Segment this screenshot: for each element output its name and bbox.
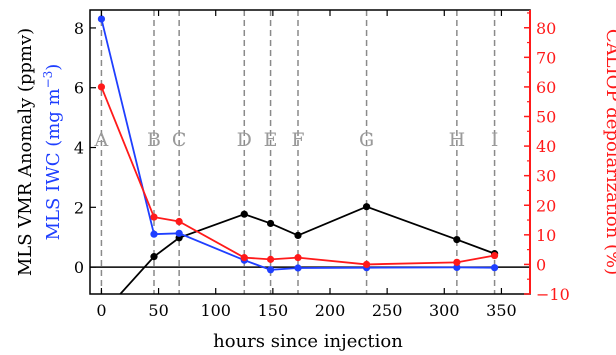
left-y-tick-label: 0 bbox=[74, 258, 84, 277]
right-y-tick-label: −10 bbox=[536, 285, 570, 304]
event-label: B bbox=[147, 129, 161, 151]
left-axis-title-vmr: MLS VMR Anomaly (ppmv) bbox=[15, 28, 36, 276]
series-point-0 bbox=[362, 203, 371, 211]
series-point-2 bbox=[240, 254, 248, 262]
right-y-tick-label: 60 bbox=[536, 78, 556, 97]
left-axis-title: MLS VMR Anomaly (ppmv) bbox=[15, 28, 36, 276]
left-axis-title-iwc-exponent: −3 bbox=[41, 71, 55, 89]
right-y-tick-label: 10 bbox=[536, 226, 556, 245]
right-y-tick-label: 50 bbox=[536, 108, 556, 127]
plot-frame bbox=[89, 9, 531, 295]
x-tick-label: 150 bbox=[258, 301, 289, 320]
series-point-0 bbox=[453, 235, 461, 244]
series-point-0 bbox=[266, 219, 275, 228]
event-label: I bbox=[491, 129, 499, 151]
series-point-2 bbox=[97, 83, 106, 91]
left-y-tick-label: 8 bbox=[74, 19, 84, 38]
series-point-2 bbox=[490, 251, 499, 260]
left-axis-title-iwc: MLS IWC (mg m bbox=[43, 88, 64, 240]
series-point-1 bbox=[294, 264, 302, 272]
series-point-2 bbox=[150, 213, 158, 221]
event-label: F bbox=[291, 129, 304, 151]
right-y-tick-label: 20 bbox=[536, 196, 556, 215]
series-point-0 bbox=[150, 253, 158, 261]
series-point-2 bbox=[175, 217, 183, 226]
right-y-tick-label: 70 bbox=[536, 48, 556, 67]
x-tick-label: 350 bbox=[486, 301, 517, 320]
x-tick-label: 100 bbox=[200, 301, 231, 320]
series-point-2 bbox=[294, 254, 302, 262]
x-axis-title: hours since injection bbox=[213, 331, 403, 352]
event-label: C bbox=[172, 129, 187, 151]
series-layer bbox=[97, 15, 499, 294]
series-point-2 bbox=[453, 258, 461, 266]
event-label: D bbox=[237, 129, 252, 151]
series-point-2 bbox=[266, 255, 275, 263]
series-point-1 bbox=[97, 15, 106, 23]
x-tick-label: 0 bbox=[96, 301, 106, 320]
left-axis-title-iwc-line: MLS IWC (mg m−3) bbox=[41, 64, 64, 241]
right-y-tick-label: 40 bbox=[536, 137, 556, 156]
right-axis-title: CALIOP depolarization (%) bbox=[602, 29, 616, 275]
right-y-tick-label: 30 bbox=[536, 167, 556, 186]
event-label: H bbox=[449, 129, 466, 151]
right-y-ticks: −10 0 10 20 30 40 50 60 70 80 bbox=[524, 12, 570, 304]
event-label: G bbox=[359, 129, 374, 151]
series-point-1 bbox=[175, 229, 183, 237]
left-y-ticks: 0 2 4 6 8 bbox=[74, 19, 96, 277]
left-axis-title-iwc-close: ) bbox=[43, 64, 64, 71]
series-point-1 bbox=[150, 230, 158, 238]
right-y-tick-label: 0 bbox=[536, 255, 546, 274]
left-y-tick-label: 6 bbox=[74, 79, 84, 98]
left-y-tick-label: 4 bbox=[74, 139, 84, 158]
series-point-1 bbox=[453, 263, 461, 271]
left-y-tick-label: 2 bbox=[74, 198, 84, 217]
x-tick-label: 300 bbox=[429, 301, 460, 320]
right-y-tick-label: 80 bbox=[536, 19, 556, 38]
event-label: E bbox=[264, 129, 278, 151]
x-tick-label: 200 bbox=[315, 301, 346, 320]
x-ticks: 0 50 100 150 200 250 300 350 bbox=[96, 10, 517, 320]
series-point-0 bbox=[294, 231, 302, 240]
series-point-2 bbox=[362, 260, 371, 269]
x-tick-label: 250 bbox=[372, 301, 403, 320]
series-point-1 bbox=[490, 264, 499, 272]
event-lines bbox=[100, 10, 496, 294]
x-tick-label: 50 bbox=[148, 301, 168, 320]
event-label: A bbox=[94, 129, 109, 151]
series-point-0 bbox=[240, 210, 248, 218]
series-point-1 bbox=[266, 266, 275, 274]
